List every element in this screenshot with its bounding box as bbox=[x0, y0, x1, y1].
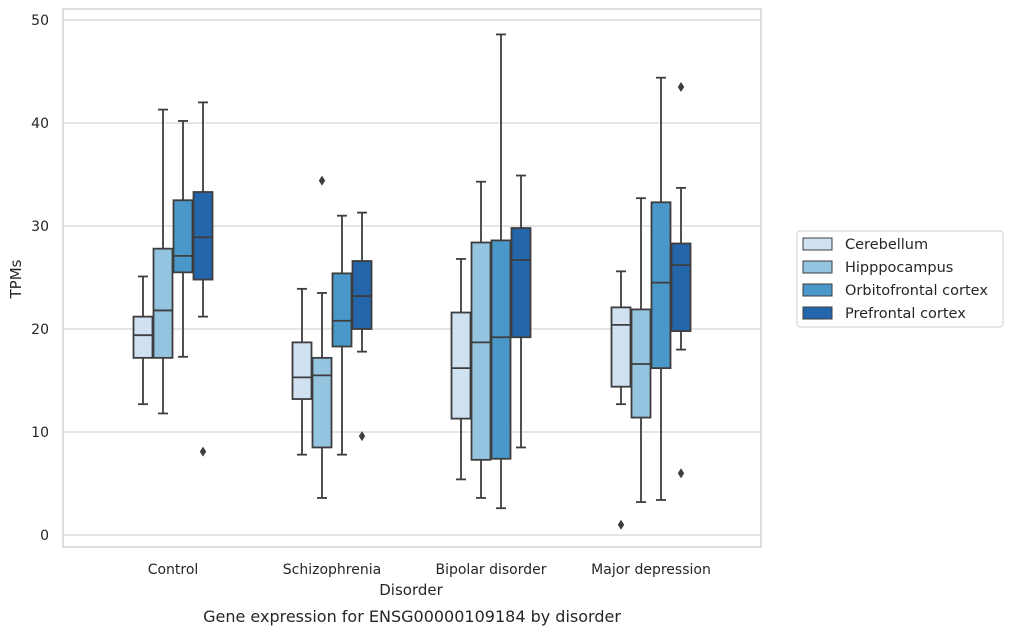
outlier-marker bbox=[677, 468, 685, 479]
box-plot-item bbox=[291, 287, 313, 456]
box-plot-item bbox=[610, 270, 632, 530]
y-tick-labels: 0 10 20 30 40 50 bbox=[31, 13, 49, 544]
iqr-box bbox=[132, 315, 154, 359]
y-tick-label: 10 bbox=[31, 425, 49, 441]
outlier-marker bbox=[677, 81, 685, 92]
box-series bbox=[192, 81, 692, 479]
box-plot-item bbox=[670, 81, 692, 479]
box-plot-item bbox=[630, 197, 652, 503]
legend: Cerebellum Hipppocampus Orbitofrontal cort… bbox=[796, 230, 1004, 328]
outlier-marker bbox=[199, 446, 207, 457]
box-series bbox=[132, 258, 632, 530]
y-tick-label: 50 bbox=[31, 13, 49, 29]
iqr-box bbox=[670, 242, 692, 332]
legend-label: Prefrontal cortex bbox=[845, 306, 966, 322]
x-tick-label: Major depression bbox=[591, 562, 711, 578]
box-series bbox=[172, 33, 672, 510]
iqr-box bbox=[490, 239, 512, 460]
legend-label: Cerebellum bbox=[845, 237, 928, 253]
legend-label: Hipppocampus bbox=[845, 260, 953, 276]
x-tick-label: Bipolar disorder bbox=[435, 562, 546, 578]
box-series-group bbox=[132, 33, 692, 530]
iqr-box bbox=[610, 306, 632, 388]
box-plot-item bbox=[192, 101, 214, 457]
box-plot-item bbox=[132, 275, 154, 406]
legend-frame bbox=[796, 230, 1004, 328]
iqr-box bbox=[470, 241, 492, 461]
box-plot-item bbox=[152, 108, 174, 415]
box-plot-item bbox=[510, 174, 532, 449]
box-plot-item bbox=[450, 258, 472, 481]
box-plot-item bbox=[490, 33, 512, 510]
iqr-box bbox=[351, 260, 373, 330]
outlier-marker bbox=[318, 175, 326, 186]
legend-swatch bbox=[802, 283, 833, 297]
iqr-box bbox=[311, 356, 333, 449]
box-plot-item bbox=[650, 76, 672, 501]
y-tick-label: 20 bbox=[31, 322, 49, 338]
iqr-box bbox=[152, 247, 174, 359]
box-plot-item bbox=[311, 175, 333, 499]
outlier-marker bbox=[358, 431, 366, 442]
box-plot-item bbox=[351, 211, 373, 442]
iqr-box bbox=[172, 199, 194, 274]
y-tick-label: 40 bbox=[31, 116, 49, 132]
legend-swatch bbox=[802, 237, 833, 251]
iqr-box bbox=[331, 272, 353, 348]
iqr-box bbox=[192, 191, 214, 281]
chart-caption: Gene expression for ENSG00000109184 by d… bbox=[203, 607, 621, 626]
legend-label: Orbitofrontal cortex bbox=[845, 283, 988, 299]
box-plot-item bbox=[331, 214, 353, 456]
iqr-box bbox=[450, 311, 472, 420]
x-tick-label: Control bbox=[148, 562, 199, 578]
box-plot-item bbox=[470, 180, 492, 499]
x-axis-title: Disorder bbox=[379, 581, 443, 599]
iqr-box bbox=[650, 201, 672, 370]
x-tick-labels: Control Schizophrenia Bipolar disorder Majo… bbox=[148, 562, 711, 578]
legend-swatch bbox=[802, 306, 833, 320]
y-tick-label: 30 bbox=[31, 219, 49, 235]
iqr-box bbox=[510, 227, 532, 339]
box-plot-item bbox=[172, 120, 194, 358]
legend-swatch bbox=[802, 260, 833, 274]
iqr-box bbox=[291, 341, 313, 400]
plot-frame bbox=[62, 8, 762, 548]
outlier-marker bbox=[617, 519, 625, 530]
box-series bbox=[152, 108, 652, 503]
y-axis-title: TPMs bbox=[7, 259, 25, 299]
y-tick-label: 0 bbox=[40, 528, 49, 544]
x-tick-label: Schizophrenia bbox=[283, 562, 381, 578]
